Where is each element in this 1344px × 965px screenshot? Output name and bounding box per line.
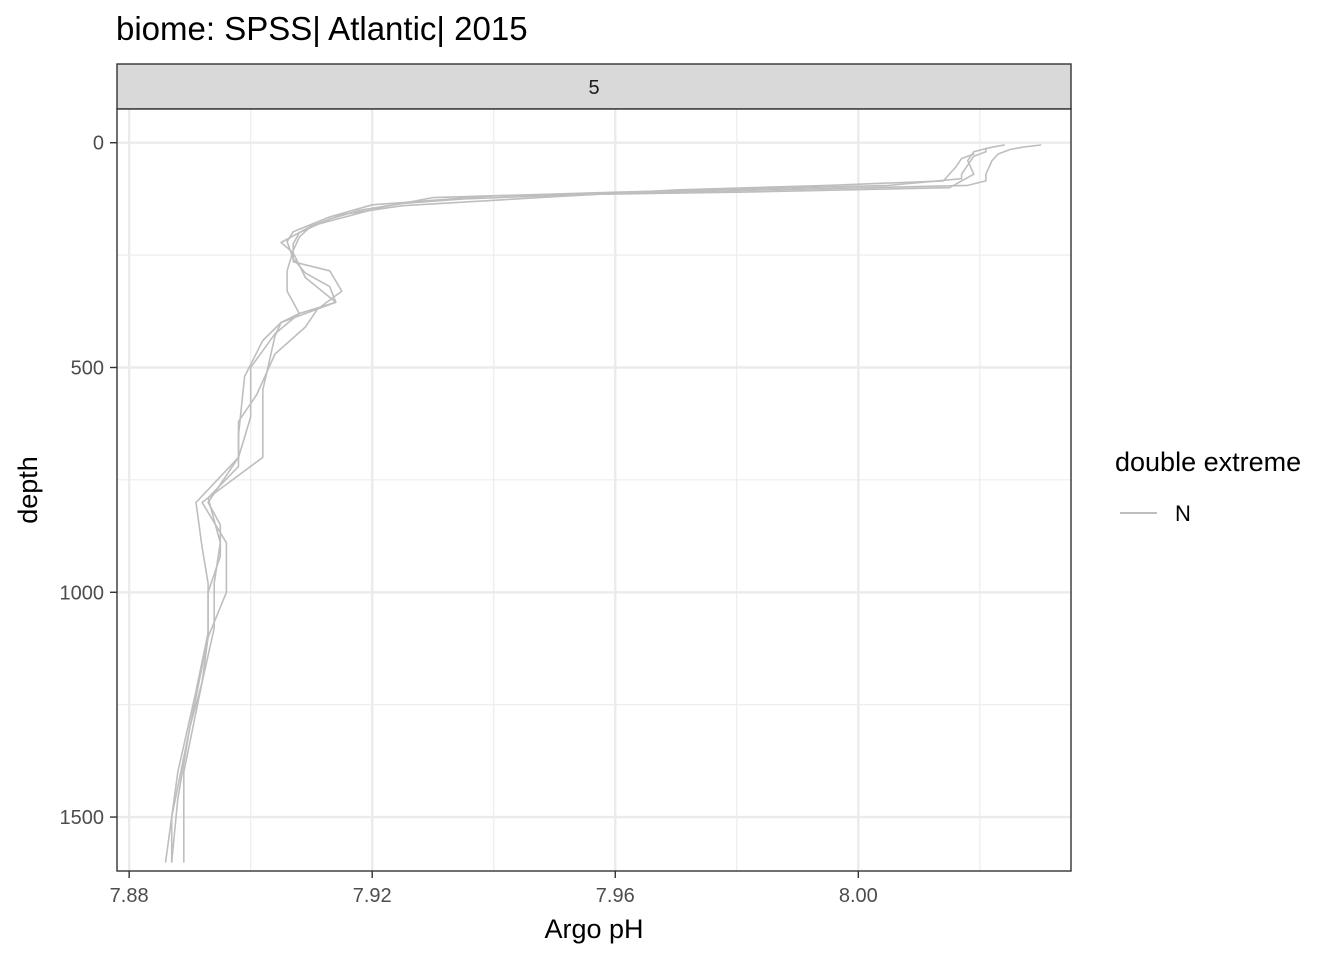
- plot-panel-border: [116, 108, 1072, 872]
- y-tick-label: 500: [71, 357, 104, 379]
- y-tick-label: 0: [93, 133, 104, 155]
- x-tick-label: 8.00: [839, 885, 878, 907]
- x-axis: 7.88 7.92 7.96 8.00: [110, 871, 878, 907]
- legend-title: double extreme: [1115, 447, 1301, 477]
- profile-line-4: [170, 153, 975, 863]
- series-layer: [164, 144, 1042, 863]
- legend-entry-label: N: [1175, 501, 1191, 526]
- facet-strip: [116, 63, 1072, 110]
- y-axis-title: depth: [13, 456, 43, 524]
- facet-strip-label: 5: [588, 77, 599, 99]
- profile-line-3: [183, 144, 1042, 863]
- y-tick-label: 1500: [60, 807, 105, 829]
- profile-line-2: [170, 147, 987, 863]
- y-axis: 0 500 1000 1500: [60, 133, 117, 829]
- grid-major: [117, 109, 1071, 871]
- x-tick-label: 7.96: [596, 885, 635, 907]
- x-axis-title: Argo pH: [544, 914, 643, 944]
- plot-panel: [117, 109, 1071, 871]
- x-tick-label: 7.88: [110, 885, 149, 907]
- x-tick-label: 7.92: [353, 885, 392, 907]
- grid-minor: [117, 109, 1071, 871]
- legend: double extreme N: [1115, 447, 1301, 526]
- chart-title: biome: SPSS| Atlantic| 2015: [116, 10, 528, 47]
- y-tick-label: 1000: [60, 582, 105, 604]
